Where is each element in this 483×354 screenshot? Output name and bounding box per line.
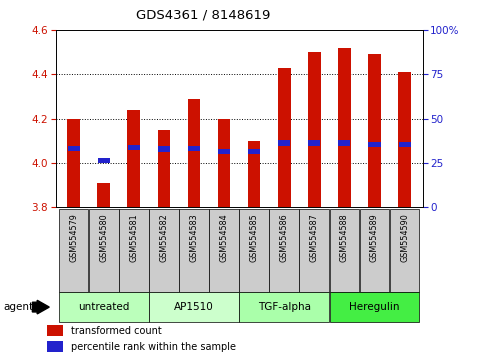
Bar [209,209,239,292]
Bar [158,147,170,152]
Bar [218,149,230,154]
Bar [157,130,170,207]
Bar [119,209,149,292]
Bar [68,146,80,151]
Text: GSM554586: GSM554586 [280,213,289,262]
Text: GSM554588: GSM554588 [340,213,349,262]
Bar [187,99,200,207]
Text: transformed count: transformed count [71,326,162,336]
Text: GSM554584: GSM554584 [220,213,228,262]
Text: GSM554581: GSM554581 [129,213,138,262]
Text: GSM554589: GSM554589 [370,213,379,262]
Text: GSM554582: GSM554582 [159,213,169,262]
Bar [239,209,269,292]
Bar [59,292,149,322]
Text: percentile rank within the sample: percentile rank within the sample [71,342,237,352]
Bar [89,209,119,292]
Bar [390,209,419,292]
Text: agent: agent [4,302,34,312]
Bar [278,68,291,207]
Text: TGF-alpha: TGF-alpha [258,302,311,312]
Bar [398,142,411,147]
Text: Heregulin: Heregulin [349,302,400,312]
Bar [47,325,63,336]
Text: untreated: untreated [78,302,129,312]
Bar [329,292,419,322]
Bar [98,183,110,207]
Text: GSM554585: GSM554585 [250,213,258,262]
Bar [248,149,260,154]
Bar [248,141,260,207]
Bar [308,52,321,207]
Bar [128,145,140,150]
Bar [369,142,381,147]
Bar [179,209,209,292]
Bar [329,209,359,292]
Bar [299,209,329,292]
Bar [339,140,350,145]
Bar [359,209,389,292]
Text: AP1510: AP1510 [174,302,214,312]
Bar [218,119,230,207]
Text: GSM554580: GSM554580 [99,213,108,262]
Bar [398,72,411,207]
Bar [47,341,63,353]
Bar [59,209,88,292]
Bar [149,292,239,322]
Text: GSM554587: GSM554587 [310,213,319,262]
Bar [308,140,320,145]
Text: GDS4361 / 8148619: GDS4361 / 8148619 [136,9,270,22]
Bar [67,119,80,207]
Bar [239,292,329,322]
Bar [270,209,299,292]
Bar [278,140,290,145]
Text: GSM554583: GSM554583 [189,213,199,262]
Text: GSM554579: GSM554579 [69,213,78,262]
Bar [128,110,140,207]
Bar [338,48,351,207]
Bar [149,209,179,292]
Text: GSM554590: GSM554590 [400,213,409,262]
Bar [98,158,110,163]
FancyArrow shape [32,300,49,314]
Bar [188,146,200,151]
Bar [368,55,381,207]
